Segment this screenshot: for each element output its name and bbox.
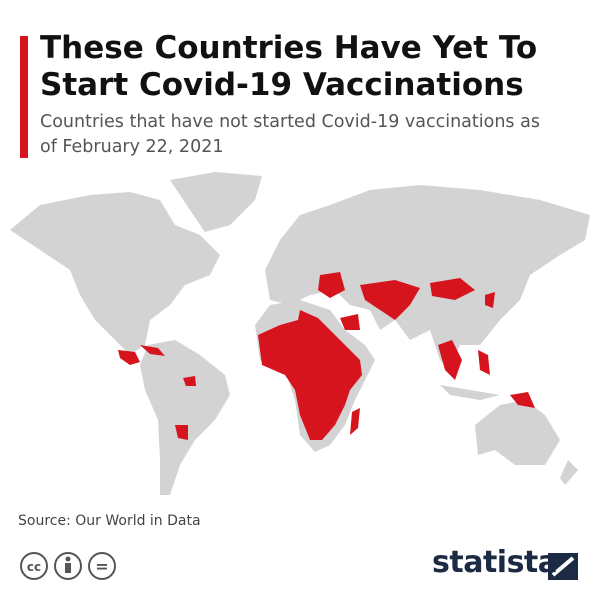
logo: statista [432, 545, 558, 580]
central-america [118, 350, 140, 365]
by-body [65, 563, 71, 573]
by-icon [54, 552, 82, 580]
nd-label: = [95, 557, 108, 576]
guyana [183, 376, 196, 386]
central-asia [360, 280, 420, 320]
indonesia [440, 385, 500, 400]
nd-icon [88, 552, 116, 580]
logo-stroke [551, 556, 575, 577]
cc-label: cc [27, 560, 41, 574]
new-zealand [560, 460, 578, 485]
southeast-asia [438, 340, 462, 380]
caribbean [140, 345, 165, 356]
australia [475, 400, 560, 465]
madagascar [350, 408, 360, 435]
north-korea [485, 292, 495, 308]
ukraine-belarus [318, 272, 345, 298]
papua-new-guinea [510, 392, 535, 408]
accent-bar [20, 36, 28, 158]
africa-countries [258, 310, 362, 440]
by-head [65, 556, 71, 562]
greenland [170, 172, 262, 232]
paraguay [175, 425, 188, 440]
north-america [10, 192, 220, 355]
title: These Countries Have Yet To Start Covid-… [40, 30, 538, 103]
mongolia [430, 278, 475, 300]
cc-icon [20, 552, 48, 580]
philippines [478, 350, 490, 375]
europe-asia [265, 185, 590, 370]
south-america [140, 340, 230, 495]
subtitle: Countries that have not started Covid-19… [40, 112, 540, 157]
middle-east [340, 314, 360, 330]
source: Source: Our World in Data [18, 513, 201, 529]
